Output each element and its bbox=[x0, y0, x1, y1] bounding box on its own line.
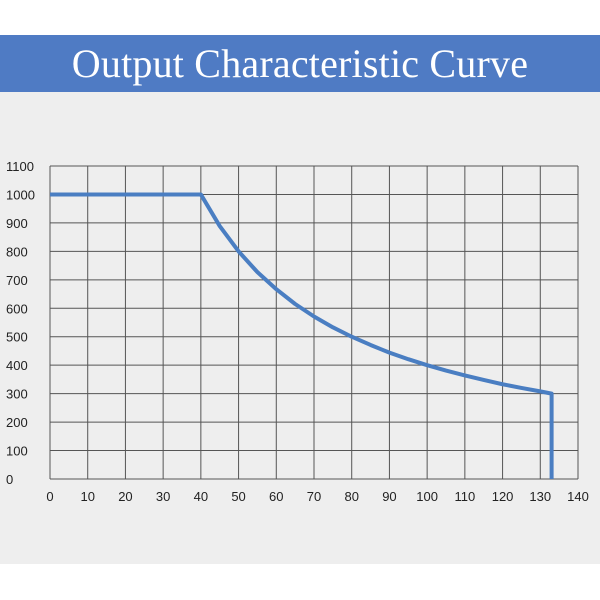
x-tick-labels: 0 10 20 30 40 50 60 70 80 90 100 110 120 130 140 bbox=[46, 489, 588, 504]
series-lines bbox=[50, 192, 554, 479]
x-tick-label: 0 bbox=[46, 489, 53, 504]
y-tick-label: 200 bbox=[6, 415, 28, 430]
y-tick-label: 700 bbox=[6, 273, 28, 288]
x-tick-label: 100 bbox=[416, 489, 438, 504]
chart-svg: 0 10 20 30 40 50 60 70 80 90 100 110 120 130 140 0 100 2… bbox=[6, 159, 589, 504]
x-tick-label: 90 bbox=[382, 489, 396, 504]
x-tick-label: 120 bbox=[492, 489, 514, 504]
x-tick-label: 130 bbox=[529, 489, 551, 504]
x-tick-label: 10 bbox=[80, 489, 94, 504]
y-tick-label: 100 bbox=[6, 444, 28, 459]
series-line bbox=[50, 192, 554, 479]
y-tick-label: 900 bbox=[6, 216, 28, 231]
y-tick-label: 1000 bbox=[6, 187, 35, 202]
y-tick-label: 400 bbox=[6, 358, 28, 373]
grid-lines bbox=[49, 165, 579, 480]
x-tick-label: 110 bbox=[454, 489, 475, 504]
x-tick-label: 140 bbox=[567, 489, 589, 504]
x-tick-label: 20 bbox=[118, 489, 132, 504]
y-tick-label: 800 bbox=[6, 244, 28, 259]
y-tick-label: 600 bbox=[6, 301, 28, 316]
chart-title: Output Characteristic Curve bbox=[71, 41, 529, 86]
y-tick-label: 300 bbox=[6, 387, 28, 402]
x-tick-label: 70 bbox=[307, 489, 321, 504]
x-tick-label: 50 bbox=[231, 489, 245, 504]
y-tick-label: 1100 bbox=[6, 159, 34, 174]
x-tick-label: 40 bbox=[194, 489, 208, 504]
y-tick-labels: 0 100 200 300 400 500 600 700 800 900 1000 1100 bbox=[6, 159, 35, 487]
x-tick-label: 80 bbox=[344, 489, 358, 504]
x-tick-label: 30 bbox=[156, 489, 170, 504]
x-tick-label: 60 bbox=[269, 489, 283, 504]
chart-panel: 0 10 20 30 40 50 60 70 80 90 100 110 120 130 140 0 100 2… bbox=[0, 92, 600, 564]
y-tick-label: 0 bbox=[6, 472, 13, 487]
y-tick-label: 500 bbox=[6, 330, 28, 345]
title-banner: Output Characteristic Curve bbox=[0, 35, 600, 92]
